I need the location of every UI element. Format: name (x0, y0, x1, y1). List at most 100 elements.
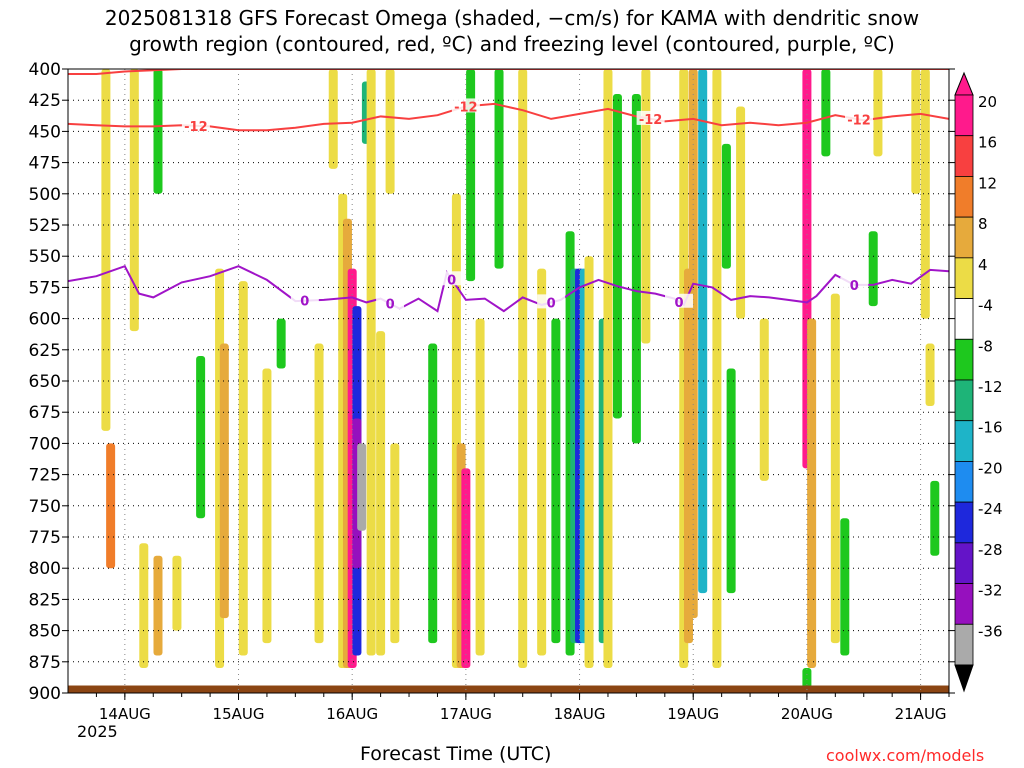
colorbar-tick-label: -20 (978, 459, 1003, 477)
colorbar-tick-label: -24 (978, 500, 1003, 518)
omega-region-29 (461, 468, 471, 669)
y-tick-label: 650 (29, 372, 61, 392)
omega-region-24 (385, 69, 395, 194)
contour-label: -12 (639, 113, 663, 128)
colorbar-tick-label: 12 (978, 174, 997, 192)
omega-region-53 (736, 106, 746, 319)
contour-label: 0 (547, 296, 556, 311)
colorbar-swatch (954, 135, 974, 177)
colorbar-swatch (954, 623, 974, 666)
chart-title-line-1: 2025081318 GFS Forecast Omega (shaded, −… (104, 6, 920, 30)
omega-region-22 (366, 69, 376, 656)
contour-label: 0 (850, 279, 859, 294)
omega-region-54 (759, 318, 769, 481)
omega-region-51 (721, 143, 731, 269)
omega-region-13 (314, 343, 324, 644)
x-tick-label: 17AUG (440, 705, 492, 723)
contour-label: -12 (454, 100, 478, 115)
colorbar-tick-label: -16 (978, 419, 1003, 437)
contour-label-bg (537, 294, 566, 309)
omega-region-48 (688, 69, 698, 619)
credit-text: coolwx.com/models (826, 746, 985, 765)
colorbar-swatch (954, 338, 974, 381)
omega-region-59 (830, 293, 840, 644)
colorbar-arrow-bottom (954, 664, 974, 693)
x-tick-label: 19AUG (667, 705, 719, 723)
y-tick-label: 675 (29, 403, 61, 423)
colorbar-swatch (954, 298, 974, 340)
contour-line-0-0 (68, 102, 949, 132)
colorbar-arrow-top (954, 71, 974, 96)
omega-region-26 (428, 343, 438, 644)
omega-region-43 (612, 93, 622, 419)
colorbar-tick-label: 8 (978, 215, 988, 233)
omega-region-0 (101, 69, 111, 431)
omega-region-62 (873, 69, 883, 157)
contour-label-bg (636, 110, 665, 125)
omega-region-65 (925, 343, 935, 406)
colorbar-swatch (954, 461, 974, 503)
colorbar-tick-label: -8 (978, 337, 993, 355)
omega-region-34 (537, 268, 547, 656)
y-tick-label: 525 (29, 216, 61, 236)
y-tick-label: 425 (29, 91, 61, 111)
colorbar-tick-label: -28 (978, 541, 1003, 559)
y-tick-label: 775 (29, 528, 61, 548)
colorbar-swatch (954, 379, 974, 422)
colorbar-swatch (954, 176, 974, 218)
y-tick-label: 900 (29, 684, 61, 704)
colorbar-swatch (954, 420, 974, 462)
y-tick-label: 450 (29, 122, 61, 142)
omega-region-7 (196, 356, 206, 519)
y-tick-label: 575 (29, 278, 61, 298)
x-axis-year-label: 2025 (77, 722, 118, 741)
y-tick-label: 600 (29, 310, 61, 330)
colorbar-tick-label: 20 (978, 93, 997, 111)
x-tick-label: 14AUG (99, 705, 151, 723)
y-tick-label: 500 (29, 185, 61, 205)
omega-region-12 (276, 318, 286, 369)
y-tick-label: 825 (29, 590, 61, 610)
omega-region-31 (475, 318, 485, 656)
omega-region-6 (172, 555, 182, 631)
colorbar-swatch (954, 583, 974, 625)
colorbar-swatch (954, 94, 974, 137)
omega-region-10 (238, 281, 248, 656)
y-tick-label: 475 (29, 154, 61, 174)
surface-terrain (68, 685, 949, 693)
x-axis-label: Forecast Time (UTC) (360, 743, 552, 765)
omega-region-33 (518, 69, 528, 669)
contour-label-bg (290, 292, 319, 307)
x-tick-label: 18AUG (554, 705, 606, 723)
contour-label: 0 (386, 298, 395, 313)
omega-region-25 (390, 443, 400, 644)
contour-label-bg (665, 293, 694, 308)
y-tick-label: 700 (29, 434, 61, 454)
omega-region-5 (153, 69, 163, 194)
omega-region-66 (930, 480, 940, 556)
omega-region-45 (641, 69, 651, 344)
x-tick-label: 16AUG (326, 705, 378, 723)
omega-region-42 (603, 69, 613, 669)
contour-label-bg (437, 271, 466, 286)
colorbar-tick-label: -12 (978, 378, 1003, 396)
colorbar-tick-label: -32 (978, 582, 1003, 600)
omega-region-32 (494, 69, 504, 269)
omega-region-14 (328, 69, 338, 169)
omega-region-3 (139, 543, 149, 669)
omega-region-35 (551, 318, 561, 644)
contour-label: 0 (674, 296, 683, 311)
colorbar-tick-label: 16 (978, 134, 997, 152)
colorbar-swatch (954, 257, 974, 299)
omega-region-58 (821, 69, 831, 157)
contour-label-bg (840, 276, 869, 291)
omega-region-40 (584, 256, 594, 669)
omega-region-2 (129, 69, 139, 332)
x-tick-label: 20AUG (781, 705, 833, 723)
colorbar-swatch (954, 216, 974, 259)
contour-label-bg (845, 111, 874, 126)
omega-region-30 (466, 69, 476, 282)
y-tick-label: 400 (29, 60, 61, 80)
omega-region-23 (376, 331, 386, 656)
